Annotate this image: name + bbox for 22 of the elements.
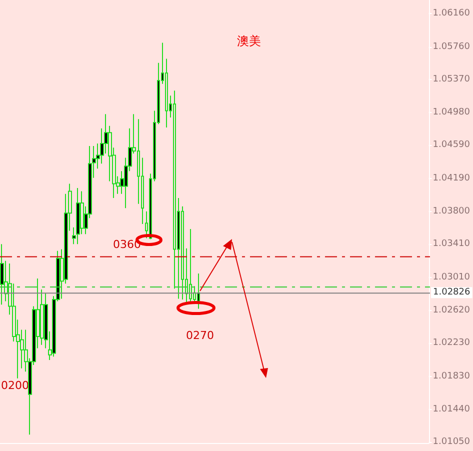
y-tick-label: 1.05370 bbox=[432, 74, 470, 85]
annotation: 0270 bbox=[186, 329, 214, 342]
y-tick-label: 1.04190 bbox=[432, 174, 470, 184]
y-tick-label: 1.05760 bbox=[432, 42, 470, 52]
y-tick-label: 1.03800 bbox=[432, 206, 470, 216]
y-tick-label: 1.02620 bbox=[432, 305, 470, 316]
y-tick-label: 1.04980 bbox=[432, 107, 470, 118]
y-tick-label: 1.02230 bbox=[432, 338, 470, 348]
y-tick-label: 1.01830 bbox=[432, 372, 470, 382]
ref-line-label: 1.02826 bbox=[433, 288, 470, 298]
y-tick-label: 1.01440 bbox=[432, 404, 470, 414]
candlestick bbox=[189, 228, 192, 304]
y-tick-label: 1.03010 bbox=[432, 272, 470, 283]
y-tick-label: 1.04590 bbox=[432, 140, 470, 150]
candlestick bbox=[197, 273, 200, 310]
candlestick bbox=[0, 244, 4, 306]
annotation: 0200 bbox=[1, 379, 29, 392]
y-tick-label: 1.03410 bbox=[432, 239, 470, 250]
text: 澳美 bbox=[237, 34, 261, 48]
candlestick bbox=[76, 187, 80, 245]
y-tick-label: 1.06160 bbox=[432, 8, 470, 18]
y-tick-label: 1.01050 bbox=[432, 437, 470, 448]
